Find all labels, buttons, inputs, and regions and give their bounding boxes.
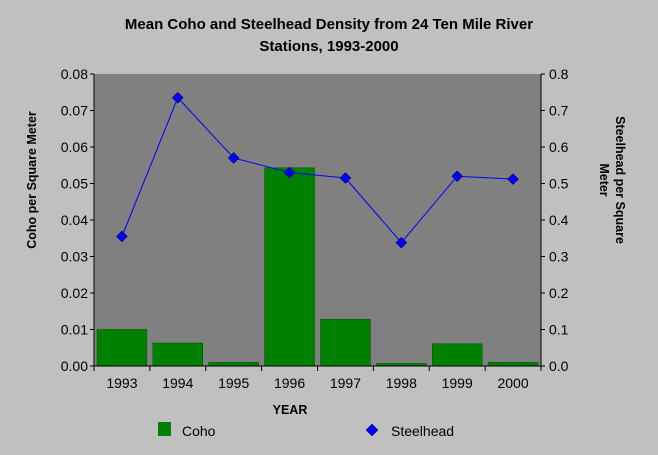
y-right-tick-label: 0.4: [549, 212, 569, 228]
steelhead-line: [121, 96, 514, 244]
coho-bar-1993: [96, 329, 148, 367]
legend-coho-swatch: [158, 422, 171, 436]
y-left-tick-label: 0.08: [61, 66, 88, 82]
steelhead-point-1995: [227, 152, 240, 164]
x-tick-label: 1997: [330, 375, 361, 391]
y-right-tick-label: 0.5: [549, 176, 569, 192]
x-tick-label: 1993: [106, 375, 137, 391]
y-left-tick-label: 0.03: [61, 249, 88, 265]
y-axis-left-title: Coho per Square Meter: [25, 111, 39, 249]
x-tick-label: 2000: [497, 375, 528, 391]
steelhead-point-2000: [507, 173, 519, 185]
coho-bar-2000: [487, 362, 539, 367]
legend: Coho Steelhead: [158, 422, 454, 439]
legend-steelhead-label: Steelhead: [391, 423, 454, 439]
steelhead-point-1993: [116, 230, 128, 243]
y-left-tick-label: 0.00: [61, 358, 88, 374]
x-tick-label: 1996: [274, 375, 305, 391]
y-left-tick-label: 0.01: [61, 322, 88, 338]
y-left-tick-label: 0.07: [61, 103, 88, 119]
y-right-tick-label: 0.7: [549, 103, 569, 119]
coho-bar-1999: [432, 343, 483, 367]
coho-bar-1994: [152, 342, 203, 367]
y-right-tick-label: 0.1: [549, 322, 569, 338]
y-right-tick-label: 0.0: [549, 358, 569, 374]
x-tick-label: 1999: [442, 375, 473, 391]
legend-steelhead-marker: [365, 423, 379, 437]
coho-bar-1995: [208, 362, 259, 367]
line-layer: [116, 91, 519, 249]
chart-title-line1: Mean Coho and Steelhead Density from 24 …: [125, 16, 533, 33]
y-right-tick-label: 0.8: [549, 66, 569, 82]
legend-coho-label: Coho: [182, 423, 216, 439]
y-left-tick-label: 0.04: [61, 212, 88, 228]
y-right-tick-label: 0.3: [549, 249, 569, 265]
y-axis-right-title-line1: Steelhead per Square: [613, 116, 627, 244]
y-axis-right-title-line2: Meter: [597, 163, 611, 196]
y-left-tick-label: 0.02: [61, 285, 88, 301]
y-right-tick-label: 0.2: [549, 285, 569, 301]
steelhead-point-1999: [451, 170, 464, 183]
steelhead-point-1994: [171, 91, 184, 104]
axes-layer: 0.00 0.01 0.02 0.03 0.04 0.05 0.06 0.07 0.08 0.0 0…: [61, 66, 569, 391]
x-axis-title: YEAR: [273, 403, 308, 417]
x-tick-label: 1994: [162, 375, 193, 391]
steelhead-point-1997: [339, 172, 352, 184]
coho-bar-1997: [320, 319, 371, 367]
coho-bar-1996: [264, 167, 315, 367]
y-left-tick-label: 0.05: [61, 176, 88, 192]
chart-title-line2: Stations, 1993-2000: [259, 38, 398, 55]
plot-area: [94, 74, 541, 366]
x-tick-label: 1998: [386, 375, 417, 391]
steelhead-point-1996: [283, 166, 296, 179]
bars-layer: [96, 167, 539, 367]
y-right-tick-label: 0.6: [549, 139, 569, 155]
steelhead-point-1998: [395, 236, 408, 249]
y-left-tick-label: 0.06: [61, 139, 88, 155]
x-tick-label: 1995: [218, 375, 249, 391]
